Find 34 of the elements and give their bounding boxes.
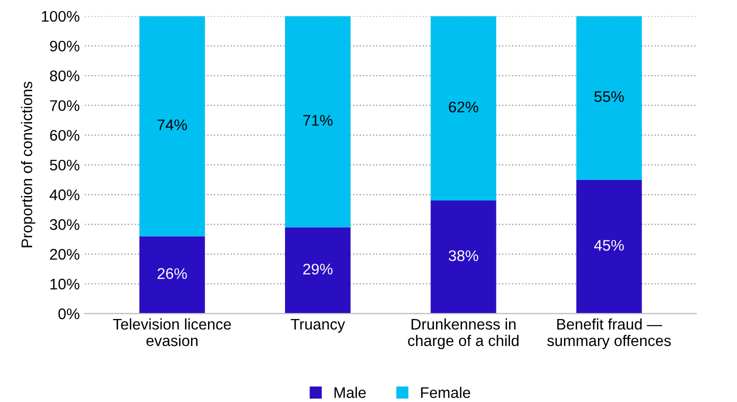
data-label: 45% <box>594 240 624 251</box>
bar <box>139 236 205 314</box>
bar <box>285 16 351 228</box>
x-tick-label: Television licence evasion <box>113 318 231 346</box>
bar <box>576 16 642 180</box>
legend-label: Male <box>334 386 366 398</box>
y-tick-label: 90% <box>50 40 80 52</box>
x-tick-label: Benefit fraud — summary offences <box>547 318 671 350</box>
y-tick-label: 70% <box>50 100 80 112</box>
y-tick-label: 20% <box>50 248 80 260</box>
bar <box>285 227 351 314</box>
y-tick-label: 60% <box>50 130 80 141</box>
data-label: 26% <box>158 268 187 279</box>
y-tick-label: 10% <box>50 278 80 290</box>
bar <box>430 200 496 314</box>
y-tick-label: 40% <box>50 189 80 200</box>
y-tick-label: 0% <box>58 308 80 320</box>
data-label: 74% <box>158 119 187 130</box>
x-tick-label: Drunkenness in charge of a child <box>408 318 519 350</box>
bar <box>139 16 205 236</box>
data-label: 29% <box>303 264 333 275</box>
bar <box>576 180 642 314</box>
bar <box>430 16 496 201</box>
y-tick-label: 50% <box>50 160 80 171</box>
legend-label: Female <box>421 386 470 398</box>
data-label: 62% <box>448 102 478 112</box>
data-label: 38% <box>448 250 478 262</box>
x-tick-label: Truancy <box>290 318 346 333</box>
data-label: 55% <box>594 91 624 102</box>
y-tick-label: 100% <box>42 10 80 22</box>
y-tick-label: 30% <box>50 219 80 230</box>
data-label: 71% <box>303 115 333 126</box>
y-axis-title: Proportion of convictions <box>21 82 36 248</box>
y-tick-label: 80% <box>50 70 80 82</box>
